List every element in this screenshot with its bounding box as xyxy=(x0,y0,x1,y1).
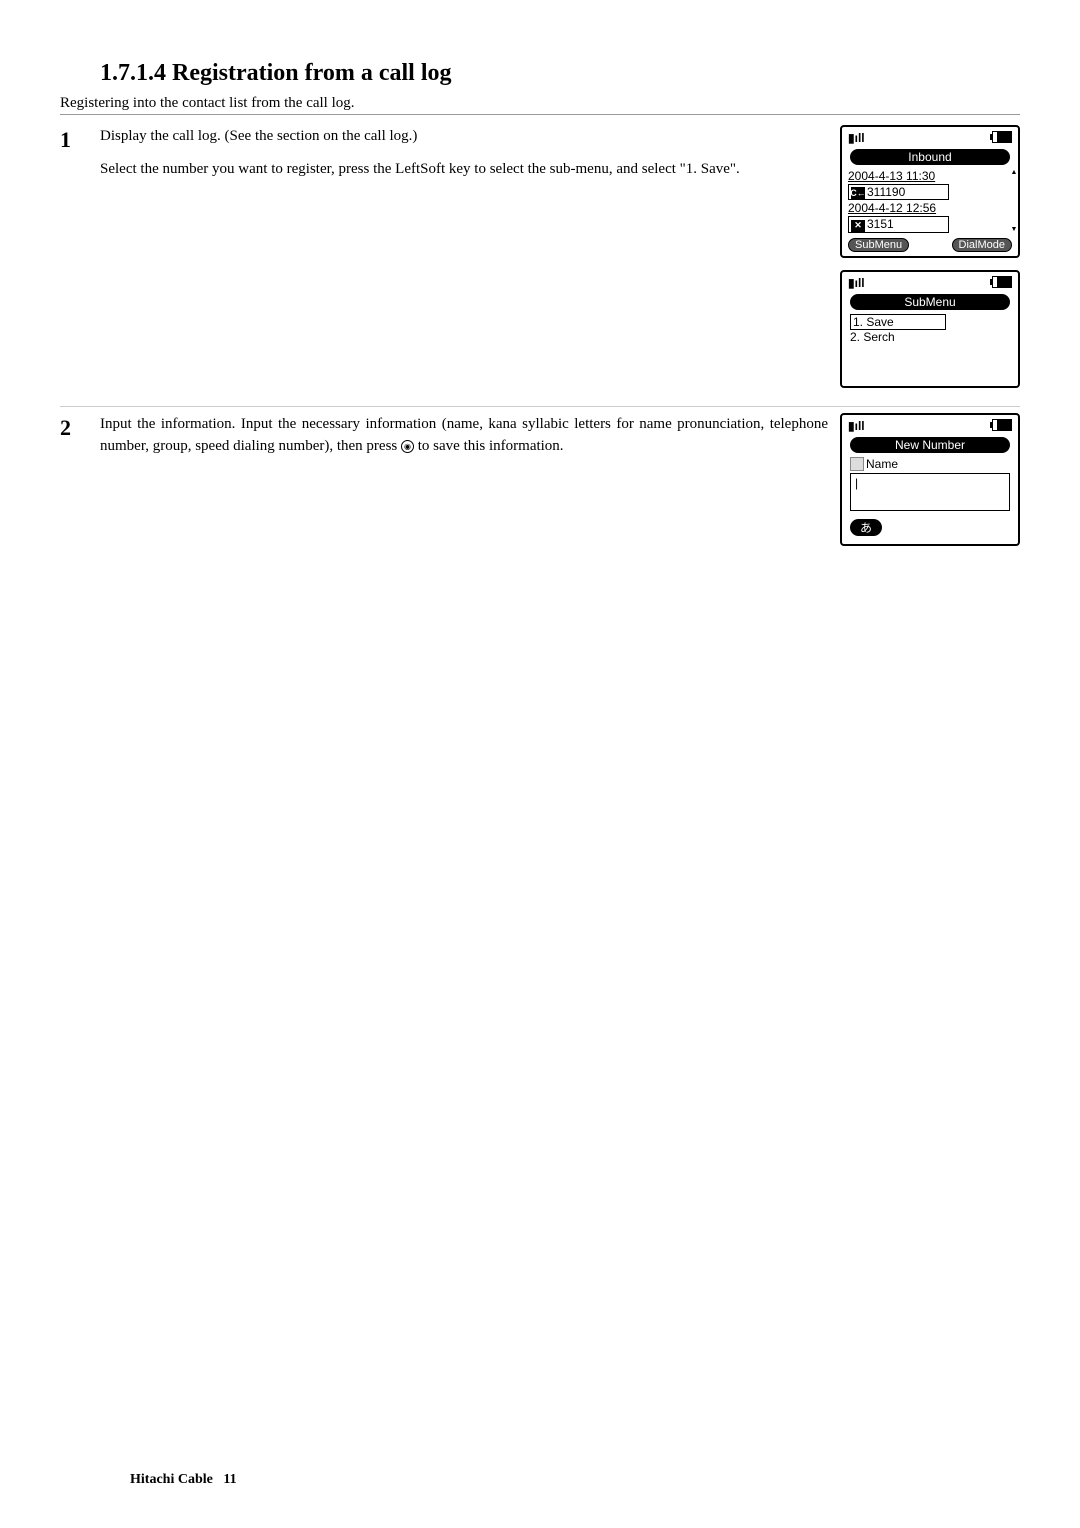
person-icon xyxy=(850,457,864,471)
page-footer: Hitachi Cable 11 xyxy=(130,1472,237,1488)
battery-icon xyxy=(992,131,1012,143)
newnumber-screen: ▮ıll New Number Name | あ xyxy=(840,413,1020,547)
scrollbar[interactable] xyxy=(1010,169,1018,233)
missed-icon: ✕ xyxy=(851,220,865,232)
log-entry-1[interactable]: C←311190 xyxy=(848,184,949,200)
submenu-button[interactable]: SubMenu xyxy=(848,238,909,252)
step-2-number: 2 xyxy=(60,413,100,559)
step-2-screens: ▮ıll New Number Name | あ xyxy=(840,413,1020,559)
name-input[interactable]: | xyxy=(850,473,1010,511)
battery-icon xyxy=(992,276,1012,288)
center-key-icon: ◉ xyxy=(401,440,414,453)
step-2-row: 2 Input the information. Input the neces… xyxy=(60,407,1020,565)
inbound-screen: ▮ıll Inbound 2004-4-13 11:30 C←311190 20… xyxy=(840,125,1020,258)
log-date-2: 2004-4-12 12:56 xyxy=(848,201,1012,215)
signal-icon: ▮ıll xyxy=(848,419,865,433)
step-1-p1: Display the call log. (See the section o… xyxy=(100,125,828,148)
step-1-row: 1 Display the call log. (See the section… xyxy=(60,119,1020,407)
name-label: Name xyxy=(844,457,1016,472)
section-heading: 1.7.1.4 Registration from a call log xyxy=(100,60,1020,87)
menu-item-search[interactable]: 2. Serch xyxy=(848,330,1012,344)
footer-page: 11 xyxy=(223,1472,236,1487)
battery-icon xyxy=(992,419,1012,431)
step-1-number: 1 xyxy=(60,125,100,400)
kana-mode-button[interactable]: あ xyxy=(850,519,882,536)
incoming-icon: C← xyxy=(851,187,865,199)
dialmode-button[interactable]: DialMode xyxy=(952,238,1012,252)
section-subtext: Registering into the contact list from t… xyxy=(60,95,1020,115)
submenu-title: SubMenu xyxy=(850,294,1010,310)
signal-icon: ▮ıll xyxy=(848,276,865,290)
step-2-text: Input the information. Input the necessa… xyxy=(100,413,840,559)
log-entry-2[interactable]: ✕3151 xyxy=(848,216,949,233)
footer-company: Hitachi Cable xyxy=(130,1472,213,1487)
newnumber-title: New Number xyxy=(850,437,1010,453)
menu-item-save[interactable]: 1. Save xyxy=(850,314,946,330)
step-1-p2: Select the number you want to register, … xyxy=(100,158,828,181)
step-2-p1: Input the information. Input the necessa… xyxy=(100,413,828,458)
step-1-screens: ▮ıll Inbound 2004-4-13 11:30 C←311190 20… xyxy=(840,125,1020,400)
signal-icon: ▮ıll xyxy=(848,131,865,145)
step-1-text: Display the call log. (See the section o… xyxy=(100,125,840,400)
submenu-screen: ▮ıll SubMenu 1. Save 2. Serch xyxy=(840,270,1020,388)
log-date-1: 2004-4-13 11:30 xyxy=(848,169,1012,183)
inbound-title: Inbound xyxy=(850,149,1010,165)
